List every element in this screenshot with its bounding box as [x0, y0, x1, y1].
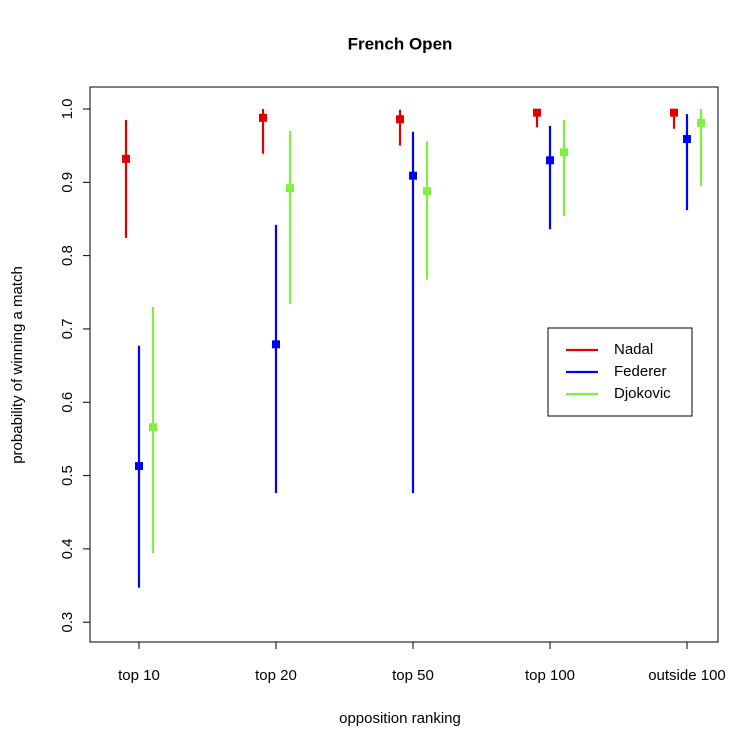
point — [560, 148, 568, 157]
y-tick-label: 0.4 — [59, 538, 76, 559]
point — [546, 156, 554, 165]
y-tick-label: 0.9 — [59, 172, 76, 193]
x-tick-label: top 100 — [525, 667, 575, 684]
point — [135, 462, 143, 471]
point — [533, 108, 541, 117]
point — [396, 115, 404, 124]
y-tick-label: 0.7 — [59, 319, 76, 340]
point — [670, 108, 678, 117]
legend-label: Federer — [614, 363, 667, 380]
y-tick-label: 0.3 — [59, 612, 76, 633]
x-tick-label: top 20 — [255, 667, 297, 684]
x-tick-label: top 50 — [392, 667, 434, 684]
point — [683, 135, 691, 144]
point — [697, 118, 705, 127]
point — [149, 423, 157, 432]
point — [409, 171, 417, 180]
x-axis-label: opposition ranking — [339, 710, 461, 727]
chart-title: French Open — [348, 34, 453, 53]
y-tick-label: 0.5 — [59, 465, 76, 486]
point — [122, 154, 130, 163]
y-tick-label: 0.8 — [59, 245, 76, 266]
point — [259, 113, 267, 122]
y-tick-label: 0.6 — [59, 392, 76, 413]
x-tick-label: outside 100 — [648, 667, 726, 684]
y-axis-label: probability of winning a match — [9, 266, 26, 464]
point — [423, 187, 431, 196]
x-tick-label: top 10 — [118, 667, 160, 684]
point — [272, 340, 280, 349]
legend-label: Djokovic — [614, 385, 671, 402]
legend-label: Nadal — [614, 341, 653, 358]
point — [286, 184, 294, 193]
y-tick-label: 1.0 — [59, 99, 76, 120]
